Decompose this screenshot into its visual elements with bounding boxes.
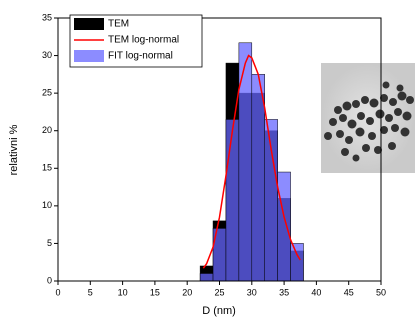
- x-axis-label: D (nm): [202, 305, 236, 317]
- y-tick-label: 5: [47, 238, 52, 248]
- y-tick-label: 35: [42, 12, 52, 22]
- x-tick-label: 45: [344, 287, 354, 297]
- x-tick-label: 5: [88, 287, 93, 297]
- legend-swatch: [74, 50, 104, 62]
- bar: [251, 74, 265, 282]
- legend-swatch: [74, 18, 104, 30]
- x-tick-label: 50: [376, 287, 386, 297]
- bar: [199, 273, 214, 282]
- bar: [277, 171, 291, 282]
- x-tick-label: 30: [247, 287, 257, 297]
- y-tick-label: 20: [42, 125, 52, 135]
- bar: [264, 119, 278, 282]
- x-tick-label: 35: [279, 287, 289, 297]
- x-tick-label: 0: [55, 287, 60, 297]
- x-tick-label: 25: [214, 287, 224, 297]
- bar: [290, 243, 304, 282]
- y-tick-label: 10: [42, 200, 52, 210]
- legend-label: TEM log-normal: [108, 35, 179, 46]
- x-tick-label: 10: [118, 287, 128, 297]
- y-tick-label: 30: [42, 50, 52, 60]
- y-axis-label: relativni %: [8, 124, 20, 175]
- inset-image: [321, 63, 415, 173]
- y-tick-label: 0: [47, 275, 52, 285]
- y-tick-label: 15: [42, 163, 52, 173]
- fit-curve: [202, 54, 301, 269]
- x-tick-label: 40: [311, 287, 321, 297]
- x-tick-label: 20: [182, 287, 192, 297]
- x-tick-label: 15: [150, 287, 160, 297]
- legend-label: FIT log-normal: [108, 51, 173, 62]
- y-tick-label: 25: [42, 88, 52, 98]
- legend-label: TEM: [108, 19, 129, 30]
- bar: [225, 119, 240, 282]
